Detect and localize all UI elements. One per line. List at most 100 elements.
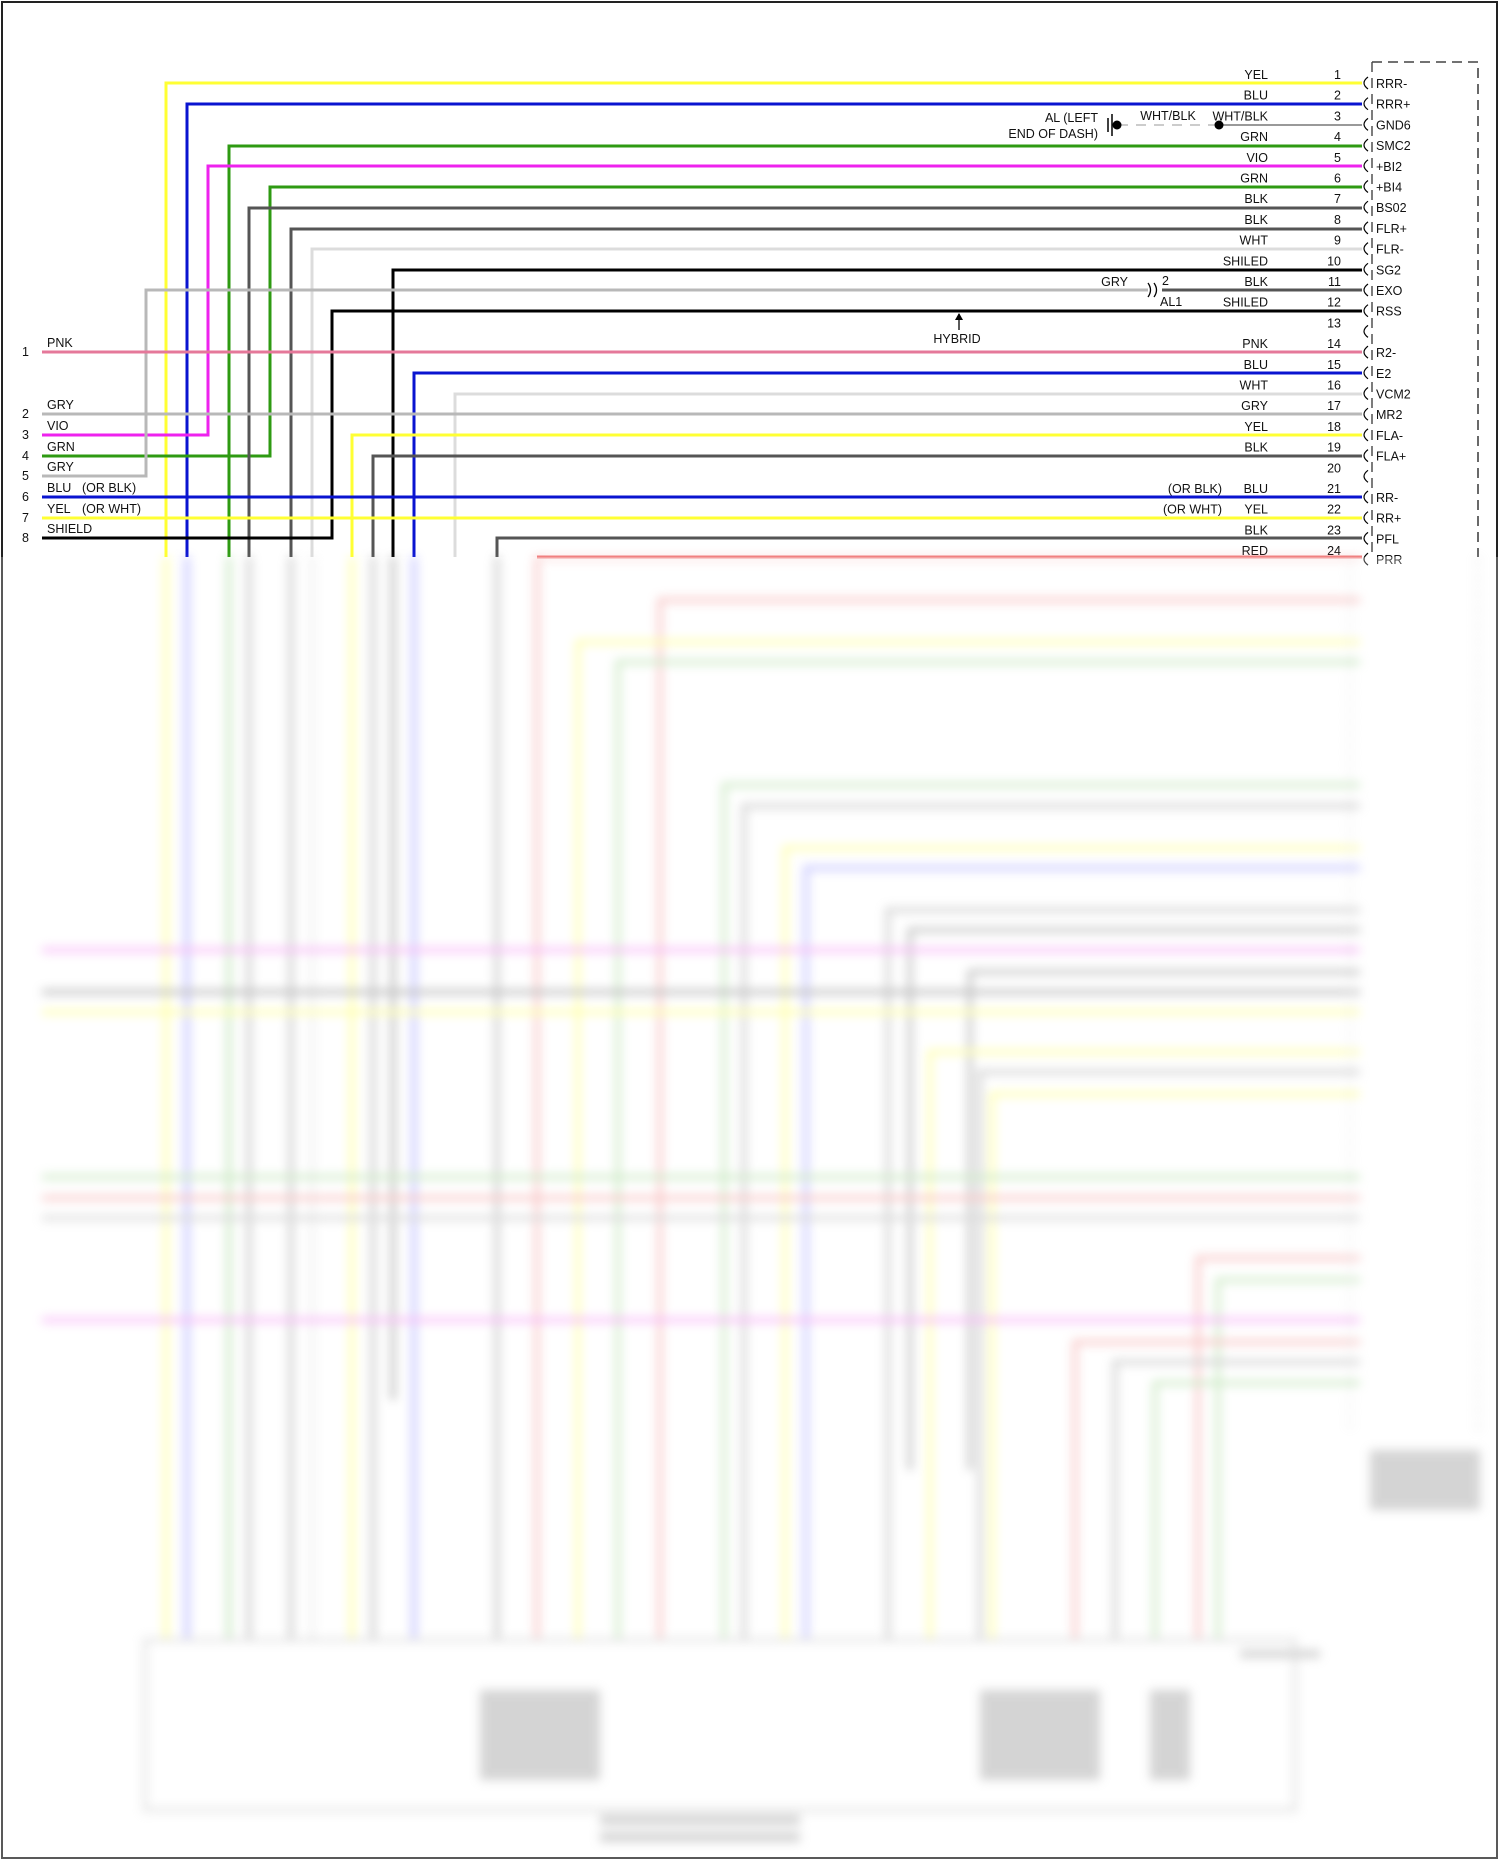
signal-name: PFL	[1376, 532, 1399, 546]
pin-number: 19	[1327, 441, 1341, 455]
wire-color-label: WHT	[1240, 234, 1269, 248]
signal-name: SMC2	[1376, 139, 1411, 153]
wire-color-label: BLK	[1244, 192, 1268, 206]
right-pin-7: 7 BLK BS02	[1244, 192, 1406, 215]
right-connector-labels: 1 YEL RRR- 2 BLU RRR+ 3 WHT/BLK GND6 4 GRN SMC2 5 VIO…	[1163, 68, 1411, 567]
wire-wht-pin16	[453, 392, 1362, 557]
signal-name: FLA-	[1376, 429, 1403, 443]
wire-color-label: VIO	[1246, 151, 1268, 165]
right-pin-6: 6 GRN +BI4	[1240, 172, 1402, 195]
right-pin-21: 21 BLU (OR BLK) RR-	[1168, 482, 1398, 505]
wire-color-label: RED	[1242, 544, 1268, 558]
splice-al1	[1147, 282, 1158, 298]
signal-name: +BI2	[1376, 160, 1402, 174]
pin-number: 4	[22, 449, 29, 463]
hybrid-arrow-icon	[955, 313, 963, 330]
left-pin-7: 7 YEL (OR WHT)	[22, 502, 141, 525]
wire-grn-pin6	[42, 185, 1362, 458]
wire-color-label: GRY	[47, 460, 75, 474]
pin-number: 5	[22, 469, 29, 483]
right-pin-2: 2 BLU RRR+	[1244, 89, 1411, 112]
wire-vio-pin5	[42, 164, 1362, 437]
wire-color-label: BLK	[1244, 441, 1268, 455]
pin-number: 17	[1327, 399, 1341, 413]
wire-blu-pin15	[412, 371, 1362, 557]
ground-label-line2: END OF DASH)	[1008, 127, 1098, 141]
socket-icon	[1363, 97, 1369, 111]
right-pin-20: 20	[1327, 461, 1341, 475]
pin-number: 23	[1327, 523, 1341, 537]
connector-sockets	[1363, 76, 1369, 566]
socket-icon	[1363, 511, 1369, 525]
wire-color-label: YEL	[1244, 420, 1268, 434]
wire-color-label: SHIELD	[47, 522, 92, 536]
pin-number: 1	[22, 345, 29, 359]
wire-color-label: GRN	[47, 440, 75, 454]
wire-color-label: YEL	[1244, 68, 1268, 82]
right-pin-10: 10 SHILED SG2	[1223, 254, 1401, 277]
right-pin-23: 23 BLK PFL	[1244, 523, 1399, 546]
socket-icon	[1363, 283, 1369, 297]
signal-name: +BI4	[1376, 181, 1402, 195]
wire-alt-color-label: (OR BLK)	[1168, 482, 1222, 496]
right-pin-13: 13	[1327, 316, 1341, 330]
socket-icon	[1363, 200, 1369, 214]
wire-yel-pin1	[164, 81, 1362, 557]
wire-color-label: GRN	[1240, 130, 1268, 144]
socket-icon	[1363, 76, 1369, 90]
wire-color-label: VIO	[47, 419, 69, 433]
pin-number: 9	[1334, 234, 1341, 248]
wire-color-label: GRY	[47, 398, 75, 412]
pin-number: 7	[22, 511, 29, 525]
signal-name: FLA+	[1376, 450, 1406, 464]
signal-name: SG2	[1376, 263, 1401, 277]
pin-number: 6	[1334, 172, 1341, 186]
right-pin-19: 19 BLK FLA+	[1244, 441, 1406, 464]
wire-gry-pin11	[42, 288, 1148, 478]
socket-icon	[1363, 159, 1369, 173]
wire-color-label: BLU	[1244, 482, 1268, 496]
wire-blk-pin19	[371, 454, 1362, 557]
right-pin-9: 9 WHT FLR-	[1240, 234, 1404, 257]
right-pin-3: 3 WHT/BLK GND6	[1212, 109, 1410, 132]
socket-icon	[1363, 117, 1369, 131]
wire-color-label: BLK	[1244, 275, 1268, 289]
right-pin-11: 11 BLK EXO	[1244, 275, 1402, 298]
pin-number: 24	[1327, 544, 1341, 558]
right-pin-1: 1 YEL RRR-	[1244, 68, 1407, 91]
splice-wire-label: GRY	[1101, 275, 1129, 289]
left-connector-labels: 1 PNK 2 GRY 3 VIO 4 GRN 5 GRY 6 BLU (OR BLK) 7 YEL (OR …	[22, 336, 141, 545]
wire-blu-pin2	[185, 102, 1362, 557]
pin-number: 12	[1327, 296, 1341, 310]
splice-pin-label: 2	[1162, 274, 1169, 288]
wire-grn-pin4	[227, 144, 1362, 557]
pin-number: 5	[1334, 151, 1341, 165]
signal-name: FLR-	[1376, 243, 1404, 257]
right-pin-18: 18 YEL FLA-	[1244, 420, 1403, 443]
signal-name: PRR	[1376, 553, 1402, 567]
wire-shield-pin10	[391, 268, 1362, 557]
socket-icon	[1363, 242, 1369, 256]
wire-color-label: SHILED	[1223, 254, 1268, 268]
pin-number: 14	[1327, 337, 1341, 351]
pin-number: 18	[1327, 420, 1341, 434]
wire-color-label: BLU	[1244, 89, 1268, 103]
socket-icon	[1363, 552, 1369, 566]
socket-icon	[1363, 180, 1369, 193]
obscured-lower-diagram	[0, 554, 1500, 1861]
signal-name: MR2	[1376, 408, 1402, 422]
left-pin-8: 8 SHIELD	[22, 522, 92, 545]
signal-name: E2	[1376, 367, 1391, 381]
right-pin-5: 5 VIO +BI2	[1246, 151, 1402, 174]
signal-name: EXO	[1376, 284, 1403, 298]
pin-number: 6	[22, 490, 29, 504]
pin-number: 2	[22, 407, 29, 421]
splice-name-label: AL1	[1160, 295, 1182, 309]
signal-name: R2-	[1376, 346, 1396, 360]
signal-name: GND6	[1376, 118, 1411, 132]
wire-wht-pin9	[310, 247, 1362, 557]
wire-alt-color-label: (OR BLK)	[82, 481, 136, 495]
signal-name: RR+	[1376, 512, 1401, 526]
signal-name: RSS	[1376, 305, 1402, 319]
